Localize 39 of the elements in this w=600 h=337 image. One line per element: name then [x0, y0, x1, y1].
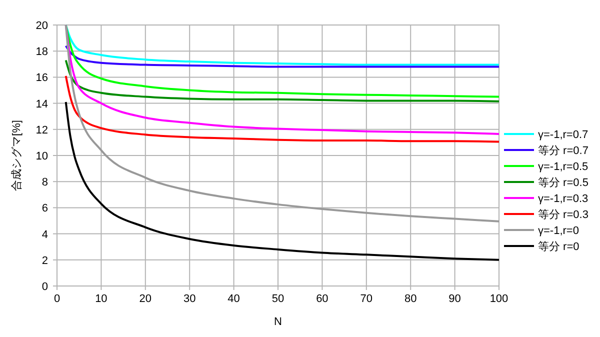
x-tick-label: 90 — [448, 293, 461, 305]
y-tick-label: 6 — [42, 202, 48, 215]
x-tick-label: 40 — [228, 293, 240, 305]
y-tick-label: 14 — [36, 98, 48, 110]
y-tick-label: 20 — [36, 20, 48, 32]
legend-label: γ=-1,r=0 — [538, 225, 579, 237]
legend-label: 等分 r=0.5 — [538, 177, 588, 189]
y-tick-label: 16 — [36, 72, 48, 84]
line-series — [64, 59, 500, 102]
x-tick-label: 60 — [316, 293, 328, 305]
line-series — [64, 24, 500, 98]
legend-label: γ=-1,r=0.3 — [538, 193, 588, 205]
y-tick-label: 10 — [36, 150, 48, 162]
x-tick-label: 80 — [404, 293, 417, 305]
x-tick-label: 70 — [360, 293, 373, 305]
y-tick-label: 4 — [42, 228, 48, 241]
line-series — [64, 24, 500, 66]
line-series — [64, 100, 500, 261]
line-series — [64, 24, 500, 222]
legend-label: 等分 r=0 — [538, 241, 580, 253]
legend-label: γ=-1,r=0.7 — [538, 129, 588, 141]
x-tick-label: 100 — [490, 293, 508, 305]
y-tick-label: 8 — [42, 176, 48, 189]
legend-label: γ=-1,r=0.5 — [538, 161, 588, 173]
y-axis-title: 合成シグマ[%] — [10, 120, 23, 191]
x-tick-label: 20 — [139, 293, 152, 305]
x-axis-title: N — [274, 316, 282, 328]
y-tick-label: 2 — [42, 254, 48, 267]
x-tick-label: 10 — [95, 293, 108, 305]
y-tick-label: 18 — [36, 46, 48, 58]
x-tick-label: 0 — [54, 293, 60, 305]
x-tick-label: 50 — [272, 293, 284, 305]
legend-label: 等分 r=0.3 — [538, 209, 588, 221]
y-tick-label: 0 — [42, 281, 48, 293]
x-tick-label: 30 — [183, 293, 196, 305]
y-tick-label: 12 — [36, 124, 48, 136]
legend-label: 等分 r=0.7 — [538, 145, 588, 157]
line-series — [64, 44, 500, 68]
line-series — [64, 74, 500, 143]
